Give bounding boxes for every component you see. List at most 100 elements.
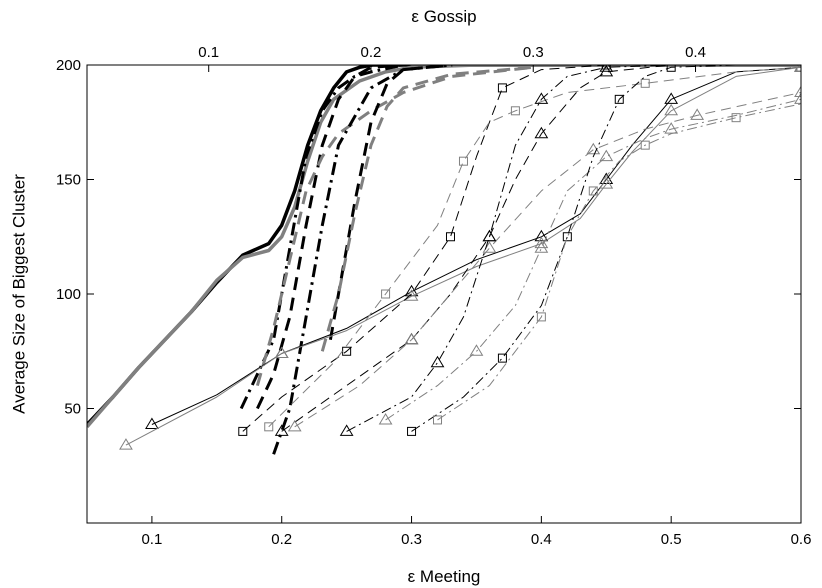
data-point <box>497 353 507 363</box>
data-point <box>430 355 445 368</box>
data-point <box>469 344 484 356</box>
data-point <box>445 232 455 242</box>
data-point <box>119 438 133 450</box>
data-point <box>796 65 801 72</box>
series-18 <box>433 103 801 425</box>
data-point <box>794 92 801 104</box>
data-point <box>794 85 801 97</box>
data-point <box>433 415 443 425</box>
series-line <box>328 65 453 341</box>
data-point <box>404 332 419 345</box>
x-tick-label: 0.3 <box>401 531 422 548</box>
series-6 <box>272 65 453 455</box>
top-tick-label: 0.4 <box>685 44 706 61</box>
data-point <box>404 284 419 297</box>
data-point <box>664 103 679 116</box>
series-14 <box>287 85 801 432</box>
data-point <box>339 424 354 436</box>
series-line <box>87 65 801 428</box>
series-9 <box>145 65 801 430</box>
series-line <box>281 65 672 432</box>
data-point <box>562 232 572 242</box>
data-point <box>458 156 468 166</box>
data-point <box>664 92 679 104</box>
data-point <box>497 83 507 93</box>
data-point <box>274 346 289 359</box>
series-15 <box>339 65 672 436</box>
data-point <box>640 78 650 88</box>
data-point <box>482 229 497 242</box>
series-line <box>239 65 404 410</box>
series-line <box>385 98 801 421</box>
top-tick-label: 0.1 <box>198 44 219 61</box>
data-point <box>274 424 289 436</box>
data-point <box>794 65 801 72</box>
series-5 <box>255 65 534 387</box>
series-line <box>346 65 672 432</box>
data-point <box>586 142 601 155</box>
data-point <box>601 65 611 70</box>
series-2 <box>87 65 801 428</box>
data-point <box>534 229 549 242</box>
data-point <box>588 186 598 196</box>
data-point <box>536 312 546 322</box>
series-line <box>437 103 801 421</box>
series-line <box>151 66 801 425</box>
data-point <box>534 92 549 104</box>
series-line <box>256 65 404 410</box>
data-point <box>404 289 419 301</box>
data-point <box>510 106 520 116</box>
series-line <box>125 66 801 446</box>
series-12 <box>264 65 801 432</box>
series-line <box>242 65 672 432</box>
series-4 <box>256 65 404 410</box>
data-point <box>407 426 417 436</box>
y-tick-label: 200 <box>56 57 81 74</box>
data-point <box>264 422 274 432</box>
series-3 <box>239 65 404 410</box>
data-point <box>640 140 650 150</box>
data-point <box>664 122 679 134</box>
x-tick-label: 0.2 <box>271 531 292 548</box>
y-tick-label: 50 <box>64 401 81 418</box>
x-tick-label: 0.4 <box>531 531 552 548</box>
data-point <box>731 113 741 123</box>
y-axis-title: Average Size of Biggest Cluster <box>9 174 28 414</box>
data-point <box>599 177 614 189</box>
series-line <box>255 65 534 387</box>
y-tick-label: 100 <box>56 286 81 303</box>
data-point <box>145 417 159 430</box>
series-line <box>320 65 534 352</box>
top-tick-label: 0.2 <box>361 44 382 61</box>
chart-marks <box>87 65 801 455</box>
y-tick-label: 150 <box>56 172 81 189</box>
series-13 <box>274 65 672 436</box>
data-point <box>690 108 705 120</box>
data-point <box>599 149 614 162</box>
series-16 <box>378 92 801 425</box>
x-axis-title: ε Meeting <box>408 567 481 586</box>
plot-frame <box>86 64 802 524</box>
data-point <box>599 65 614 72</box>
x-tick-label: 0.5 <box>661 531 682 548</box>
series-17 <box>407 65 737 436</box>
data-point <box>534 126 549 139</box>
x-tick-label: 0.6 <box>791 531 812 548</box>
axis-ticks: 0.1 0.2 0.3 0.4 0.5 0.6 0.1 0.2 0.3 0.4 50 100 150 20… <box>56 44 811 548</box>
series-8 <box>320 65 534 352</box>
series-11 <box>238 65 672 436</box>
data-point <box>238 426 248 436</box>
data-point <box>287 419 302 432</box>
data-point <box>378 412 393 425</box>
series-line <box>268 66 801 428</box>
data-point <box>534 241 549 253</box>
data-point <box>614 94 624 104</box>
series-7 <box>328 65 453 341</box>
x-tick-label: 0.1 <box>141 531 162 548</box>
data-point <box>666 65 676 72</box>
top-axis-title: ε Gossip <box>411 7 476 26</box>
series-line <box>411 65 737 432</box>
series-line <box>272 65 453 455</box>
data-point <box>381 289 391 299</box>
